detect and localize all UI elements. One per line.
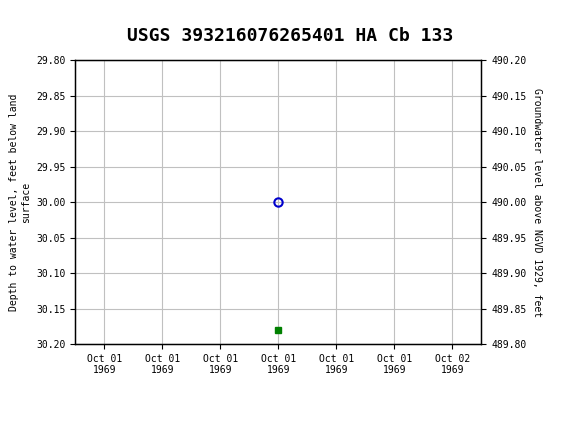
Text: ╳USGS: ╳USGS <box>17 9 89 31</box>
Y-axis label: Depth to water level, feet below land
surface: Depth to water level, feet below land su… <box>9 93 31 311</box>
Text: USGS 393216076265401 HA Cb 133: USGS 393216076265401 HA Cb 133 <box>127 27 453 45</box>
Y-axis label: Groundwater level above NGVD 1929, feet: Groundwater level above NGVD 1929, feet <box>532 88 542 316</box>
